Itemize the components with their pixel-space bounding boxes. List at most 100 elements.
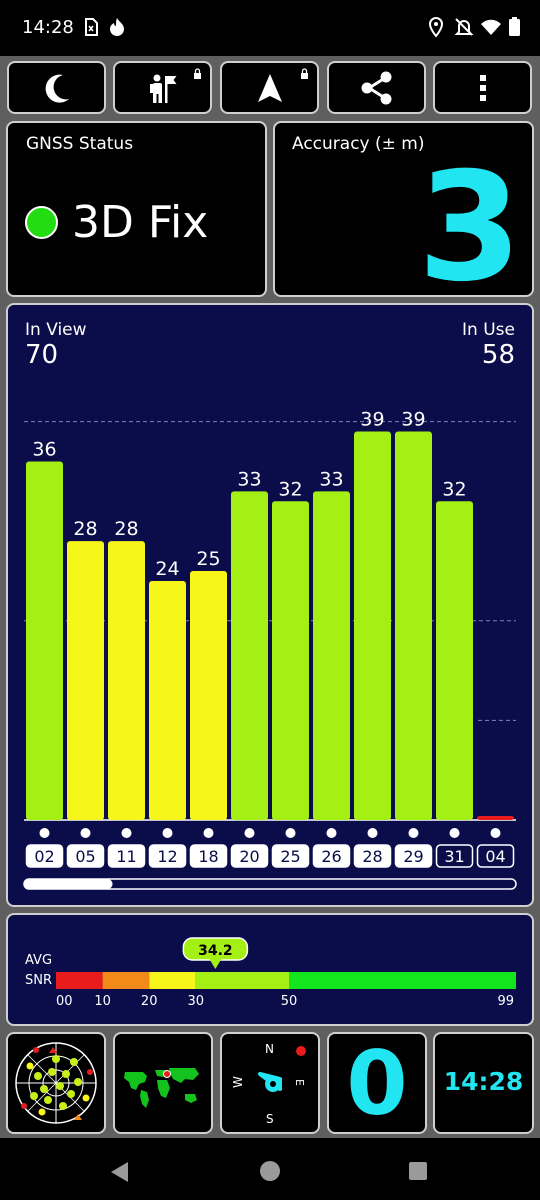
bar-value-label: 33 <box>319 468 343 490</box>
sat-id-badge <box>476 844 515 868</box>
compass-east: E <box>292 1079 306 1086</box>
speed-value: 0 <box>346 1032 408 1134</box>
sky-plot-icon <box>15 1042 97 1124</box>
snr-avg-value: 34.2 <box>198 943 233 959</box>
sat-id-label: 11 <box>116 847 136 866</box>
lock-icon <box>301 73 308 79</box>
navigation-arrow-icon <box>258 68 308 102</box>
sat-status-dot <box>449 828 460 838</box>
bar-value-label: 28 <box>73 518 97 540</box>
snr-bar <box>436 501 473 820</box>
sat-id-badge <box>271 844 310 868</box>
satellite-bar-chart: 36 02 28 05 28 11 24 12 25 18 33 20 32 25 33 26 39 28 39 29… <box>23 409 517 890</box>
sat-id-badge <box>107 844 146 868</box>
bell-off-icon <box>454 18 474 36</box>
sat-id-label: 04 <box>485 847 505 866</box>
gnss-status-panel: GNSS Status 3D Fix <box>6 121 267 297</box>
bar-value-label: 24 <box>155 558 179 580</box>
in-view-count: 70 <box>25 340 59 370</box>
in-use-label: In Use <box>462 320 515 340</box>
accuracy-value: 3 <box>417 141 522 297</box>
status-time: 14:28 <box>22 17 74 38</box>
sat-id-label: 05 <box>75 847 95 866</box>
chart-scrollbar-thumb[interactable] <box>24 879 113 889</box>
gnss-status-label: GNSS Status <box>26 134 134 154</box>
home-button[interactable] <box>259 1160 281 1182</box>
menu-button[interactable] <box>433 61 532 114</box>
snr-bar <box>313 491 350 820</box>
snr-bar <box>190 571 227 820</box>
snr-tick-label: 00 <box>56 994 73 1009</box>
satellite-snr-chart-panel: In View 70 In Use 58 36 02 28 05 28 11 24 12 25 1… <box>6 303 534 907</box>
bar-value-label: 39 <box>401 409 425 431</box>
sat-id-label: 29 <box>403 847 423 866</box>
hiker-flag-icon <box>150 68 201 103</box>
sat-status-dot <box>367 828 378 838</box>
hike-mode-button[interactable] <box>113 61 212 114</box>
snr-label: SNR <box>25 973 53 988</box>
compass-tile[interactable]: N E S W <box>220 1032 320 1134</box>
in-use-count: 58 <box>481 340 515 370</box>
sat-id-label: 18 <box>198 847 218 866</box>
compass-west: W <box>230 1076 245 1088</box>
clock-tile[interactable]: 14:28 <box>433 1032 534 1134</box>
sat-id-label: 12 <box>157 847 177 866</box>
sat-id-label: 31 <box>444 847 464 866</box>
sat-id-label: 26 <box>321 847 341 866</box>
sky-view-tile[interactable] <box>6 1032 106 1134</box>
compass-south: S <box>266 1112 274 1126</box>
snr-bar <box>149 580 186 820</box>
night-mode-button[interactable] <box>7 61 106 114</box>
sat-id-badge <box>148 844 187 868</box>
snr-bar <box>67 541 104 820</box>
sat-id-badge <box>230 844 269 868</box>
speed-tile[interactable]: 0 <box>327 1032 427 1134</box>
accuracy-panel: Accuracy (± m) 3 <box>273 121 534 297</box>
snr-bar <box>354 431 391 820</box>
sat-id-label: 25 <box>280 847 300 866</box>
snr-bar <box>108 541 145 820</box>
sat-status-dot <box>285 828 296 838</box>
bar-value-label: 36 <box>32 438 56 460</box>
sat-status-dot <box>39 828 50 838</box>
wifi-icon <box>481 19 501 35</box>
clock-value: 14:28 <box>443 1067 524 1096</box>
sat-id-badge <box>25 844 64 868</box>
battery-icon <box>509 17 520 36</box>
in-view-label: In View <box>25 320 87 340</box>
snr-tick-label: 20 <box>141 994 158 1009</box>
sat-status-dot <box>203 828 214 838</box>
compass-north: N <box>265 1042 274 1056</box>
sat-id-badge <box>189 844 228 868</box>
more-vertical-icon <box>480 75 486 101</box>
snr-gradient-scale: 00 10 20 30 50 99 34.2 <box>56 937 516 1009</box>
bar-value-label: 39 <box>360 409 384 431</box>
back-button[interactable] <box>108 1160 132 1184</box>
snr-avg-label: AVG <box>25 953 53 968</box>
sat-status-dot <box>162 828 173 838</box>
bar-value-label: 25 <box>196 548 220 570</box>
snr-tick-label: 30 <box>188 994 205 1009</box>
navigation-button[interactable] <box>220 61 319 114</box>
fix-indicator <box>25 206 58 239</box>
sat-id-label: 02 <box>34 847 54 866</box>
share-button[interactable] <box>327 61 426 114</box>
sat-status-dot <box>121 828 132 838</box>
sat-status-dot <box>326 828 337 838</box>
sat-id-badge <box>66 844 105 868</box>
fix-status-value: 3D Fix <box>72 197 209 248</box>
status-bar: 14:28 <box>0 0 540 56</box>
fire-icon <box>110 18 124 36</box>
moon-icon <box>45 74 69 103</box>
recents-button[interactable] <box>408 1161 428 1181</box>
snr-tick-label: 50 <box>281 994 298 1009</box>
snr-segment <box>195 972 289 989</box>
lock-icon <box>194 73 201 79</box>
system-nav-bar <box>0 1138 540 1200</box>
sat-id-label: 20 <box>239 847 259 866</box>
world-map-tile[interactable] <box>113 1032 213 1134</box>
sat-id-badge <box>394 844 433 868</box>
snr-bar <box>477 816 514 820</box>
snr-segment <box>56 972 103 989</box>
snr-segment <box>102 972 150 989</box>
